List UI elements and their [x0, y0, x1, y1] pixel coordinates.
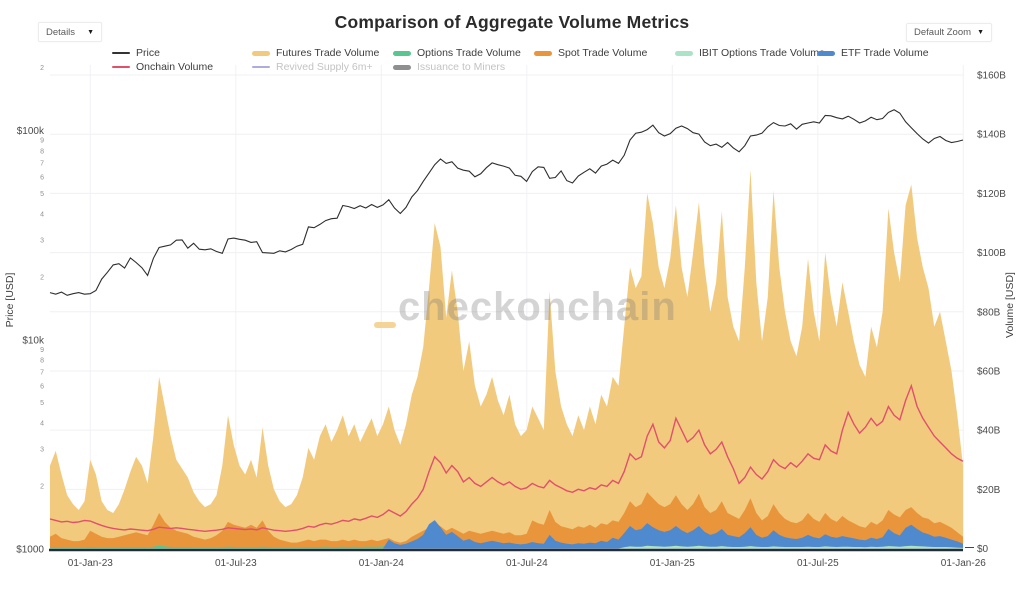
x-tick-label: 01-Jul-24	[506, 558, 548, 569]
x-tick-label: 01-Jan-25	[650, 558, 695, 569]
x-tick-label: 01-Jul-25	[797, 558, 839, 569]
legend-item-label: Onchain Volume	[136, 61, 214, 73]
spot-trade-volume-area	[50, 492, 963, 549]
legend-swatch-icon	[393, 50, 411, 56]
details-dropdown-label: Details	[46, 26, 76, 38]
left-minor-tick: 4	[40, 211, 44, 218]
legend-item-revived-supply-6m[interactable]: Revived Supply 6m+	[252, 61, 373, 73]
legend-swatch-icon	[112, 52, 130, 54]
default-zoom-label: Default Zoom	[914, 27, 972, 38]
legend-swatch-icon	[252, 50, 270, 56]
series-lines	[49, 109, 964, 552]
chevron-down-icon: ▼	[977, 29, 984, 36]
x-tick-label: 01-Jan-24	[359, 558, 404, 569]
onchain-volume-line	[49, 383, 964, 533]
chevron-down-icon: ▼	[87, 28, 94, 36]
right-tick-label: $0	[977, 544, 989, 555]
legend-swatch-icon	[112, 66, 130, 68]
left-minor-tick: 6	[40, 384, 44, 391]
left-axis-title: Price [USD]	[4, 272, 16, 327]
left-minor-tick: 5	[40, 400, 44, 407]
legend-swatch-icon	[534, 50, 552, 56]
page-title: Comparison of Aggregate Volume Metrics	[334, 12, 690, 32]
ibit-options-trade-volume-area	[50, 545, 963, 549]
default-zoom-dropdown[interactable]: Default Zoom ▼	[906, 23, 992, 42]
legend-item-label: ETF Trade Volume	[841, 47, 929, 59]
futures-trade-volume-area	[50, 169, 963, 549]
legend-item-label: Options Trade Volume	[417, 47, 521, 59]
left-minor-tick: 3	[40, 237, 44, 244]
left-minor-tick: 6	[40, 174, 44, 181]
left-minor-tick: 5	[40, 191, 44, 198]
axis-ticks: 01-Jan-23 01-Jul-23 01-Jan-24 01-Jul-24 01-J…	[16, 65, 1006, 569]
etf-trade-volume-area	[50, 520, 963, 549]
legend-item-spot-trade-volume[interactable]: Spot Trade Volume	[534, 47, 647, 59]
price-line	[49, 109, 964, 296]
left-minor-tick: 7	[40, 370, 44, 377]
left-minor-tick: 9	[40, 138, 44, 145]
left-minor-tick: 8	[40, 148, 44, 155]
left-minor-tick: 9	[40, 347, 44, 354]
volume-areas	[50, 169, 963, 549]
legend-item-options-trade-volume[interactable]: Options Trade Volume	[393, 47, 521, 59]
x-tick-label: 01-Jan-26	[941, 558, 986, 569]
details-dropdown[interactable]: Details ▼	[38, 22, 102, 42]
left-minor-tick: 2	[40, 65, 44, 72]
legend-swatch-icon	[252, 66, 270, 68]
legend-item-ibit-options-trade-volume[interactable]: IBIT Options Trade Volume	[675, 47, 825, 59]
watermark: checkonchain	[398, 285, 677, 329]
right-tick-label: $40B	[977, 426, 1001, 437]
right-tick-label: $120B	[977, 189, 1006, 200]
right-tick-label: $80B	[977, 307, 1001, 318]
left-tick-label: $10k	[22, 335, 45, 346]
legend-item-label: Futures Trade Volume	[276, 47, 380, 59]
right-tick-label: $160B	[977, 71, 1006, 82]
legend-item-label: IBIT Options Trade Volume	[699, 47, 825, 59]
right-tick-label: $60B	[977, 366, 1001, 377]
watermark-group: checkonchain	[374, 285, 677, 329]
legend-item-futures-trade-volume[interactable]: Futures Trade Volume	[252, 47, 379, 59]
left-minor-tick: 8	[40, 358, 44, 365]
legend-item-etf-trade-volume[interactable]: ETF Trade Volume	[817, 47, 929, 59]
left-minor-tick: 7	[40, 160, 44, 167]
left-tick-label: $100k	[17, 126, 45, 137]
right-tick-label: $140B	[977, 130, 1006, 141]
x-tick-label: 01-Jul-23	[215, 558, 257, 569]
right-tick-label: $100B	[977, 248, 1006, 259]
watermark-logo-dash	[374, 322, 396, 328]
legend-item-onchain-volume[interactable]: Onchain Volume	[112, 61, 213, 73]
right-axis-title: Volume [USD]	[1004, 272, 1016, 338]
x-tick-label: 01-Jan-23	[68, 558, 113, 569]
left-minor-tick: 3	[40, 447, 44, 454]
left-minor-tick: 2	[40, 484, 44, 491]
legend-swatch-icon	[393, 64, 411, 70]
left-minor-tick: 2	[40, 274, 44, 281]
legend-item-label: Revived Supply 6m+	[276, 61, 373, 73]
legend: Price Futures Trade Volume Options Trade V…	[0, 0, 1024, 80]
legend-item-label: Issuance to Miners	[417, 61, 506, 73]
legend-swatch-icon	[675, 50, 693, 56]
right-tick-label: $20B	[977, 485, 1001, 496]
legend-item-label: Spot Trade Volume	[558, 47, 648, 59]
legend-item-label: Price	[136, 47, 160, 59]
left-minor-tick: 4	[40, 421, 44, 428]
legend-swatch-icon	[817, 50, 835, 56]
legend-item-issuance-to-miners[interactable]: Issuance to Miners	[393, 61, 505, 73]
legend-item-price[interactable]: Price	[112, 47, 160, 59]
left-tick-label: $1000	[16, 545, 44, 556]
